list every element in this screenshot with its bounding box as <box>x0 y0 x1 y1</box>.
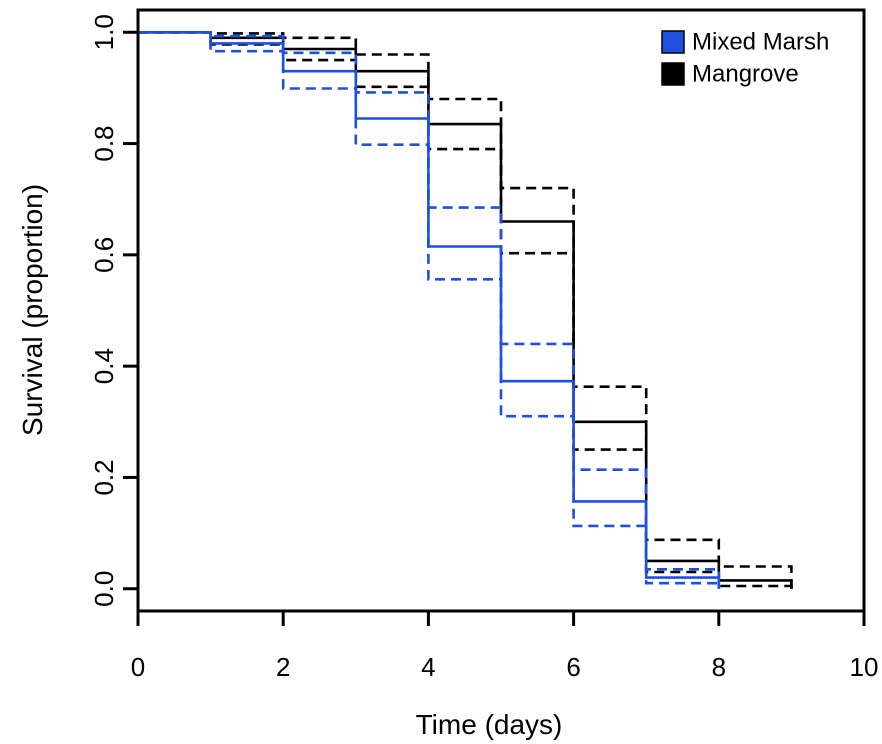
mixed-marsh-survival-line <box>138 30 721 589</box>
legend: Mixed Marsh Mangrove <box>661 29 829 88</box>
mangrove-legend-swatch <box>661 62 685 86</box>
y-tick-label: 0.2 <box>89 459 119 495</box>
y-tick-label: 0.4 <box>89 348 119 384</box>
x-tick-label: 0 <box>131 652 145 682</box>
x-tick-label: 4 <box>421 652 435 682</box>
x-tick-label: 10 <box>850 652 879 682</box>
y-tick-label: 0.8 <box>89 125 119 161</box>
mixed-marsh-lower-ci-line <box>138 30 721 589</box>
mixed-marsh-legend-label: Mixed Marsh <box>692 29 829 56</box>
x-tick-label: 8 <box>712 652 726 682</box>
axis-layer: 0 2 4 6 8 10 0.0 0.2 0.4 0.6 0.8 1.0 <box>89 14 878 682</box>
y-axis-title: Survival (proportion) <box>17 184 48 436</box>
mangrove-lower-ci-line <box>138 30 793 589</box>
y-tick-label: 0.0 <box>89 571 119 607</box>
x-tick-label: 6 <box>566 652 580 682</box>
mixed-marsh-legend-swatch <box>661 30 685 54</box>
x-axis-title: Time (days) <box>416 709 563 740</box>
mixed-marsh-upper-ci-line <box>138 30 721 589</box>
x-tick-label: 2 <box>276 652 290 682</box>
mangrove-survival-line <box>138 30 793 589</box>
y-tick-label: 0.6 <box>89 237 119 273</box>
series-layer <box>138 30 793 589</box>
plot-frame <box>136 8 866 613</box>
y-tick-label: 1.0 <box>89 14 119 50</box>
mangrove-legend-label: Mangrove <box>692 61 799 88</box>
mangrove-upper-ci-line <box>138 30 793 589</box>
